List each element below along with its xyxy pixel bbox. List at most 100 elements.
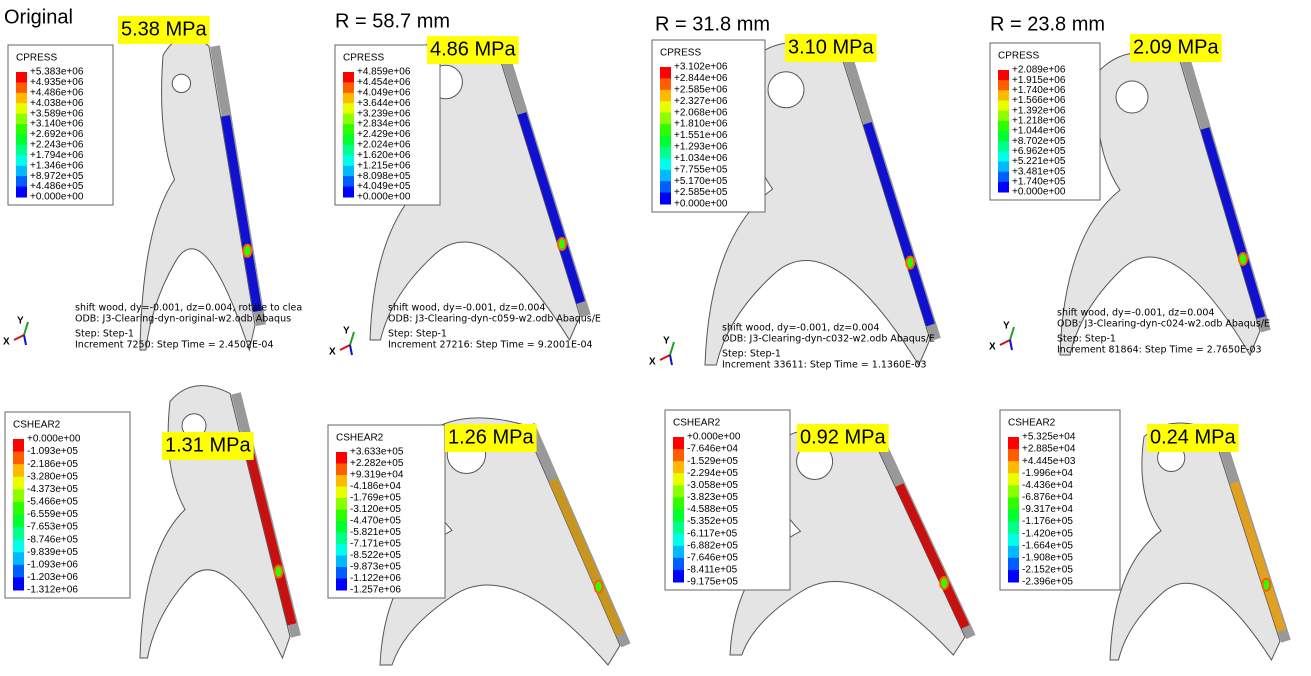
legend-label: -6.559e+05 (27, 509, 78, 520)
legend-label: -3.120e+05 (350, 504, 401, 515)
legend-label: -4.588e+05 (687, 504, 738, 515)
info-line: Increment 7250: Step Time = 2.4502E-04 (75, 340, 274, 351)
legend-swatch (13, 515, 24, 528)
legend-swatch (1008, 497, 1019, 510)
legend-title: CPRESS (660, 48, 701, 59)
legend-label: +4.445e+03 (1022, 456, 1076, 467)
legend-label: -2.152e+05 (1022, 565, 1073, 576)
legend-label: +4.049e+05 (357, 181, 411, 192)
legend-label: -3.058e+05 (687, 480, 738, 491)
legend-label: -7.646e+05 (687, 552, 738, 563)
legend-swatch (343, 166, 354, 177)
info-line: Step: Step-1 (388, 329, 447, 340)
legend-swatch (998, 70, 1009, 81)
legend-swatch (1008, 522, 1019, 535)
legend-label: -9.175e+05 (687, 577, 738, 588)
legend-swatch (998, 141, 1009, 152)
legend-swatch (660, 181, 671, 193)
legend-swatch (13, 452, 24, 465)
info-line: ODB: J3-Clearing-dyn-c059-w2.odb Abaqus/… (388, 314, 601, 325)
highlight-text: 0.24 MPa (1150, 426, 1236, 448)
legend-swatch (660, 158, 671, 170)
legend-swatch (343, 114, 354, 125)
info-line: ODB: J3-Clearing-dyn-original-w2.odb Aba… (75, 314, 291, 325)
legend-swatch (336, 498, 347, 510)
triad-label: Y (17, 316, 24, 327)
legend-swatch (1008, 461, 1019, 474)
legend-title: CPRESS (16, 53, 57, 64)
legend-swatch (660, 78, 671, 90)
info-line: Increment 81864: Step Time = 2.7650E-03 (1057, 345, 1262, 356)
legend-swatch (660, 67, 671, 79)
legend-label: -3.823e+05 (687, 492, 738, 503)
hot-spot (906, 257, 914, 269)
hot-spot (275, 566, 283, 578)
legend-swatch (673, 534, 684, 547)
legend-label: +3.589e+06 (30, 108, 84, 119)
part-hole (768, 72, 804, 108)
hot-spot (1239, 253, 1247, 265)
legend-label: -1.908e+05 (1022, 552, 1073, 563)
triad-label: X (989, 342, 996, 353)
triad-x (1000, 340, 1010, 345)
highlight: 4.86 MPa (427, 36, 519, 64)
legend-label: +3.644e+06 (357, 98, 411, 109)
highlight-text: 1.26 MPa (448, 426, 534, 448)
legend-label: -7.646e+04 (687, 444, 738, 455)
legend-label: +7.755e+05 (674, 164, 728, 175)
triad-z (24, 335, 26, 345)
legend-label: +0.000e+00 (1012, 187, 1066, 198)
triad-label: X (3, 337, 10, 348)
legend-label: +5.325e+04 (1022, 432, 1076, 443)
legend-label: -1.769e+05 (350, 493, 401, 504)
legend-swatch (13, 477, 24, 490)
legend-label: +5.170e+05 (674, 176, 728, 187)
legend-swatch (16, 145, 27, 156)
legend-swatch (16, 93, 27, 104)
legend-swatch (673, 485, 684, 498)
hot-spot (558, 238, 566, 250)
triad-z (1010, 340, 1012, 350)
legend-swatch (13, 552, 24, 565)
legend-label: +0.000e+00 (27, 434, 81, 445)
legend-swatch (998, 111, 1009, 122)
legend-swatch (16, 72, 27, 83)
legend-label: -8.746e+05 (27, 534, 78, 545)
legend-label: -6.117e+05 (687, 528, 738, 539)
legend-swatch (673, 497, 684, 510)
legend-swatch (16, 114, 27, 125)
legend-swatch (1008, 558, 1019, 571)
legend-label: +2.834e+06 (357, 119, 411, 130)
legend-swatch (13, 540, 24, 553)
highlight-text: 0.92 MPa (800, 426, 886, 448)
legend-label: -4.470e+05 (350, 516, 401, 527)
legend-swatch (16, 103, 27, 114)
triad-label: Y (663, 336, 670, 347)
legend-label: -6.876e+04 (1022, 492, 1073, 503)
legend-swatch (1008, 485, 1019, 498)
legend-label: +4.049e+06 (357, 87, 411, 98)
legend-swatch (1008, 449, 1019, 462)
legend-swatch (16, 124, 27, 135)
info-line: shift wood, dy=-0.001, dz=0.004 (388, 303, 545, 314)
legend-label: +9.319e+04 (350, 470, 404, 481)
legend-label: +2.243e+06 (30, 140, 84, 151)
legend-label: -1.664e+05 (1022, 540, 1073, 551)
legend-swatch (1008, 473, 1019, 486)
legend-swatch (16, 82, 27, 93)
legend-swatch (660, 147, 671, 159)
figure: OriginalCPRESS+5.383e+06+4.935e+06+4.486… (0, 0, 1311, 676)
panel-heading: R = 23.8 mm (990, 13, 1105, 35)
legend-swatch (336, 510, 347, 522)
highlight: 0.92 MPa (797, 424, 889, 452)
info-line: Step: Step-1 (722, 349, 781, 360)
legend-swatch (13, 577, 24, 590)
legend-swatch (13, 502, 24, 515)
legend-swatch (343, 82, 354, 93)
legend-swatch (336, 521, 347, 533)
legend-swatch (998, 90, 1009, 101)
legend-label: -9.873e+05 (350, 562, 401, 573)
legend-swatch (673, 510, 684, 523)
legend-label: -1.093e+05 (27, 446, 78, 457)
legend-swatch (660, 90, 671, 102)
